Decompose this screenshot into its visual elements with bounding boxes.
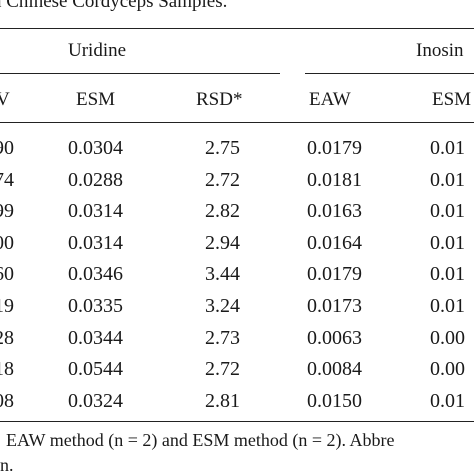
cell-uridine-esm: 0.0304 <box>68 137 123 159</box>
column-header-cut: V <box>0 89 10 110</box>
cell-truncated: 08 <box>0 389 14 412</box>
cell-inosine-eaw: 0.0150 <box>307 389 362 412</box>
cell-inosine-eaw: 0.0084 <box>307 358 362 381</box>
cell-uridine-esm: 0.0544 <box>68 358 123 381</box>
cell-inosine-esm: 0.01 <box>430 389 465 412</box>
column-header-esm: ESM <box>76 89 116 110</box>
column-header-rsd: RSD* <box>196 89 243 110</box>
header-rule <box>0 122 474 123</box>
top-rule <box>0 28 474 29</box>
cell-uridine-esm: 0.0346 <box>68 263 123 286</box>
cell-truncated: 60 <box>0 263 14 286</box>
cell-truncated: 90 <box>0 137 14 159</box>
cell-uridine-esm: 0.0344 <box>68 326 123 349</box>
cell-uridine-esm: 0.0288 <box>68 168 123 191</box>
cell-truncated: 00 <box>0 231 14 254</box>
cell-uridine-rsd: 2.72 <box>205 358 240 381</box>
cell-inosine-eaw: 0.0181 <box>307 168 362 191</box>
cell-truncated: 28 <box>0 326 14 349</box>
cell-truncated: 19 <box>0 295 14 317</box>
cell-uridine-rsd: 3.44 <box>205 263 240 286</box>
cell-inosine-eaw: 0.0163 <box>307 200 362 223</box>
column-header-esm-2: ESM <box>432 89 472 110</box>
group-header-uridine: Uridine <box>68 40 127 61</box>
cell-uridine-rsd: 2.73 <box>205 326 240 349</box>
cell-truncated: 99 <box>0 200 14 223</box>
cell-inosine-eaw: 0.0173 <box>307 295 362 317</box>
cell-inosine-eaw: 0.0164 <box>307 231 362 254</box>
cell-uridine-rsd: 2.82 <box>205 200 240 223</box>
cell-inosine-eaw: 0.0179 <box>307 263 362 286</box>
cell-inosine-eaw: 0.0179 <box>307 137 362 159</box>
cell-inosine-esm: 0.01 <box>430 231 465 254</box>
column-header-eaw: EAW <box>309 89 351 110</box>
cell-inosine-esm: 0.00 <box>430 358 465 381</box>
cell-inosine-esm: 0.01 <box>430 200 465 223</box>
cell-truncated: 74 <box>0 168 14 191</box>
cell-inosine-eaw: 0.0063 <box>307 326 362 349</box>
cell-uridine-esm: 0.0314 <box>68 200 123 223</box>
cell-uridine-esm: 0.0335 <box>68 295 123 317</box>
cell-inosine-esm: 0.01 <box>430 295 465 317</box>
cell-uridine-rsd: 2.72 <box>205 168 240 191</box>
cell-inosine-esm: 0.00 <box>430 326 465 349</box>
cell-uridine-rsd: 2.81 <box>205 389 240 412</box>
bottom-rule <box>0 421 474 422</box>
cell-uridine-rsd: 2.75 <box>205 137 240 159</box>
cell-inosine-esm: 0.01 <box>430 137 465 159</box>
table-caption: n Chinese Cordyceps Samples. <box>0 0 228 12</box>
cell-inosine-esm: 0.01 <box>430 168 465 191</box>
cell-uridine-esm: 0.0324 <box>68 389 123 412</box>
cell-inosine-esm: 0.01 <box>430 263 465 286</box>
footnote-line-2: n. <box>0 455 14 474</box>
group-rule-inosine <box>305 73 474 74</box>
group-rule-uridine <box>0 73 280 74</box>
cell-uridine-rsd: 3.24 <box>205 295 240 317</box>
cell-truncated: 18 <box>0 358 14 381</box>
cell-uridine-rsd: 2.94 <box>205 231 240 254</box>
cell-uridine-esm: 0.0314 <box>68 231 123 254</box>
group-header-inosine: Inosin <box>416 40 464 61</box>
footnote-line-1: EAW method (n = 2) and ESM method (n = 2… <box>6 430 395 450</box>
